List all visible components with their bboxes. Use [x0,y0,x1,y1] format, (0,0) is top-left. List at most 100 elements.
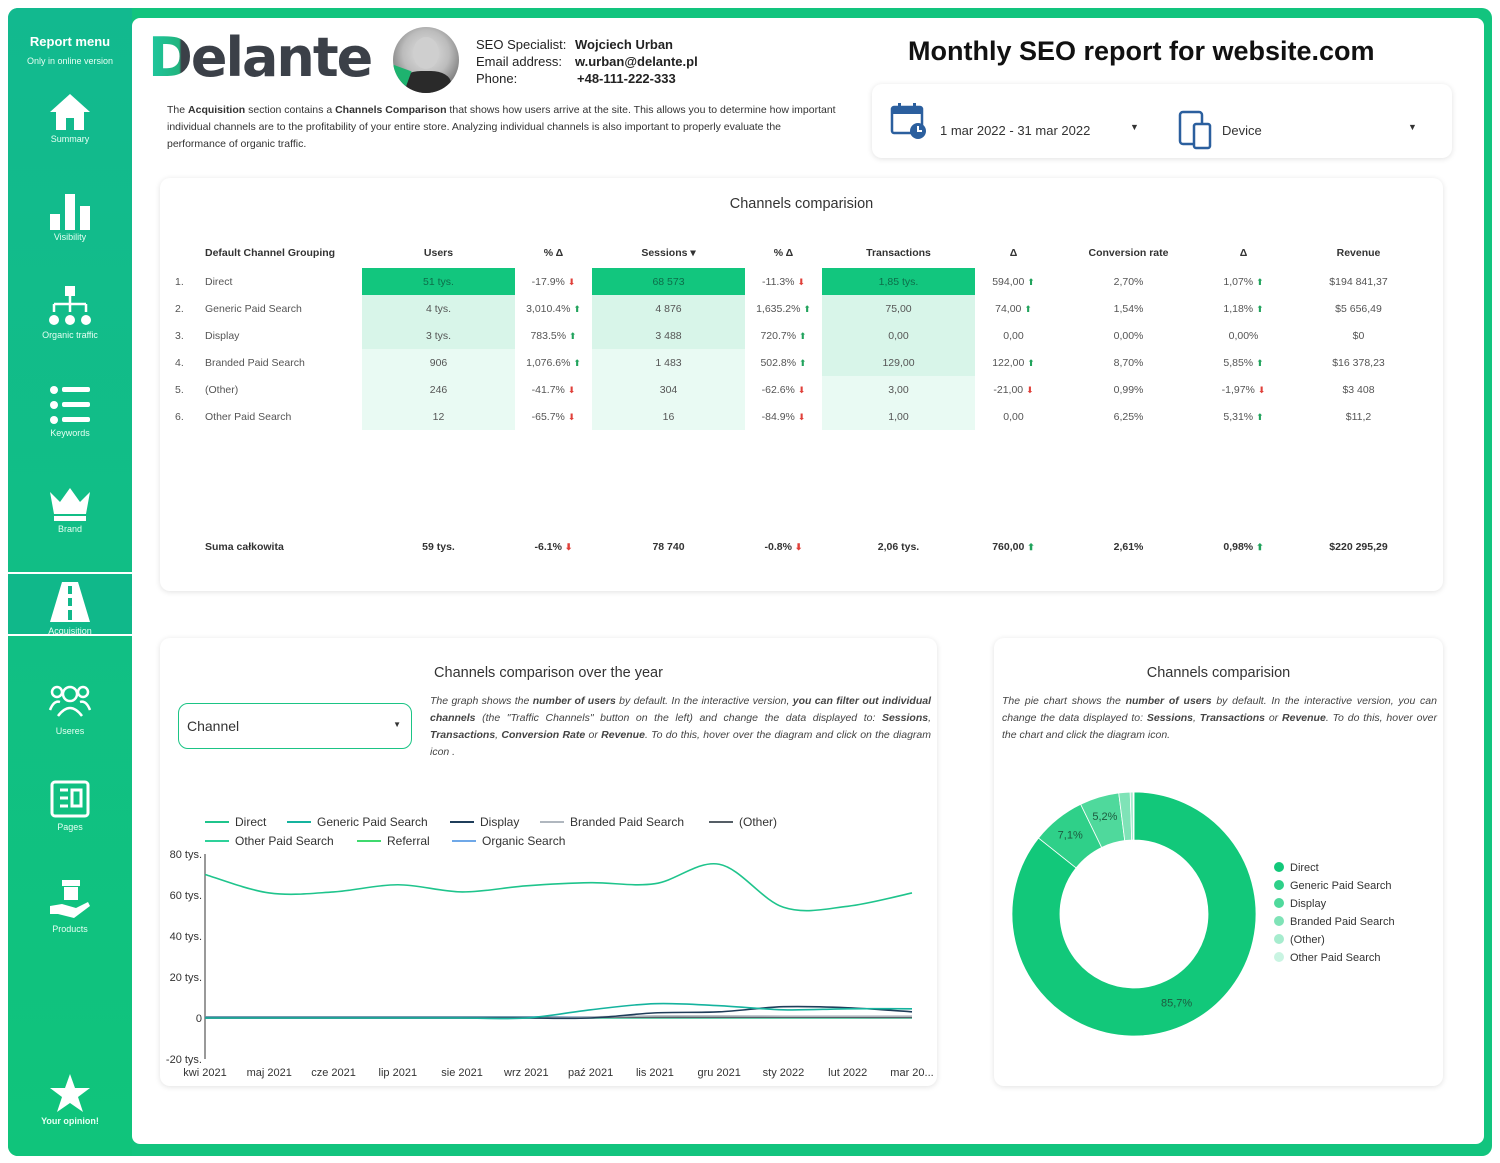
transactions-delta-cell: 0,00 [975,403,1052,430]
total-label: Suma całkowita [197,533,362,560]
conversion-delta-cell: 5,85% ⬆ [1205,349,1282,376]
sidebar-item-label: Summary [8,134,132,144]
legend-label[interactable]: Organic Search [482,834,565,848]
sidebar-item-your-opinion[interactable]: Your opinion! [8,1072,132,1126]
legend-dot [1274,952,1284,962]
users-cell: 906 [362,349,515,376]
col-header-transactions[interactable]: Transactions [822,238,975,268]
donut-chart[interactable]: 85,7% 7,1% 5,2% [1004,784,1264,1044]
sitemap-icon [48,284,92,328]
col-header-conversion-rate[interactable]: Conversion rate [1052,238,1205,268]
legend-label[interactable]: Direct [235,815,267,829]
transactions-delta-cell: 594,00 ⬆ [975,268,1052,295]
sidebar-item-visibility[interactable]: Visibility [8,192,132,242]
arrow-down-icon: ⬇ [798,412,806,422]
sidebar-item-users[interactable]: Useres [8,682,132,736]
donut-slice[interactable] [1133,792,1134,840]
conversion-delta-cell: 0,00% [1205,322,1282,349]
col-header-users-delta[interactable]: % Δ [515,238,592,268]
arrow-up-icon: ⬆ [1256,358,1264,368]
arrow-down-icon: ⬇ [568,277,576,287]
arrow-down-icon: ⬇ [798,385,806,395]
legend-label[interactable]: Generic Paid Search [317,815,428,829]
revenue-cell: $3 408 [1282,376,1435,403]
page-icon [48,780,92,820]
sidebar-item-label: Visibility [8,232,132,242]
device-select[interactable]: Device ▼ [1178,110,1428,150]
sidebar-item-pages[interactable]: Pages [8,780,132,832]
sessions-cell: 4 876 [592,295,745,322]
sidebar-item-brand[interactable]: Brand [8,486,132,534]
arrow-up-icon: ⬆ [799,358,807,368]
donut-legend-item[interactable]: Direct [1274,862,1319,874]
sidebar: Report menu Only in online version Summa… [8,8,132,1156]
sidebar-subtitle: Only in online version [8,56,132,66]
arrow-down-icon: ⬇ [797,277,805,287]
legend-label[interactable]: Display [480,815,519,829]
table-row[interactable]: 6. Other Paid Search 12 -65.7% ⬇ 16 -84.9% ⬇ 1… [167,403,1435,430]
sidebar-item-keywords[interactable]: Keywords [8,384,132,438]
legend-label[interactable]: Branded Paid Search [570,815,684,829]
sidebar-item-label: Pages [8,822,132,832]
col-header-revenue[interactable]: Revenue [1282,238,1435,268]
arrow-up-icon: ⬆ [573,304,581,314]
col-header-sessions[interactable]: Sessions ▾ [592,238,745,268]
table-total-row: Suma całkowita 59 tys. -6.1% ⬇ 78 740 -0… [167,533,1435,560]
channel-filter-value: Channel [187,718,239,734]
device-value: Device [1222,123,1262,138]
donut-legend-item[interactable]: Other Paid Search [1274,952,1381,964]
conversion-cell: 1,54% [1052,295,1205,322]
chevron-down-icon: ▼ [1130,122,1139,132]
x-tick-label: kwi 2021 [183,1067,226,1079]
table-row[interactable]: 4. Branded Paid Search 906 1,076.6% ⬆ 1 483 5… [167,349,1435,376]
legend-label[interactable]: Referral [387,834,430,848]
donut-legend-item[interactable]: Branded Paid Search [1274,916,1395,928]
date-range-picker[interactable]: 1 mar 2022 - 31 mar 2022 ▼ [890,102,1140,142]
row-number: 3. [167,322,197,349]
legend-label[interactable]: (Other) [739,815,777,829]
donut-legend-item[interactable]: Display [1274,898,1326,910]
series-line-direct[interactable] [205,864,912,911]
transactions-delta-cell: -21,00 ⬇ [975,376,1052,403]
calendar-icon [890,102,928,140]
donut-legend-item[interactable]: Generic Paid Search [1274,880,1392,892]
y-tick-label: -20 tys. [166,1054,202,1066]
email-value[interactable]: w.urban@delante.pl [575,54,698,69]
sidebar-item-summary[interactable]: Summary [8,92,132,144]
x-tick-label: wrz 2021 [503,1067,549,1079]
total-conversion: 2,61% [1052,533,1205,560]
specialist-value: Wojciech Urban [575,37,673,52]
road-icon [48,580,92,624]
legend-label: Generic Paid Search [1290,880,1392,892]
channel-name: Direct [197,268,362,295]
legend-dot [1274,880,1284,890]
table-row[interactable]: 1. Direct 51 tys. -17.9% ⬇ 68 573 -11.3% ⬇ 1,8… [167,268,1435,295]
users-cell: 51 tys. [362,268,515,295]
col-header-sessions-delta[interactable]: % Δ [745,238,822,268]
channel-filter-select[interactable]: Channel ▼ [178,703,412,749]
legend-label: Display [1290,898,1326,910]
sidebar-item-label: Useres [8,726,132,736]
legend-label[interactable]: Other Paid Search [235,834,334,848]
arrow-up-icon: ⬆ [569,331,577,341]
col-header-conversion-delta[interactable]: Δ [1205,238,1282,268]
x-tick-label: gru 2021 [697,1067,740,1079]
sidebar-item-products[interactable]: Products [8,878,132,934]
sidebar-item-acquisition[interactable]: Acquisition [8,580,132,636]
col-header-users[interactable]: Users [362,238,515,268]
x-tick-label: lut 2022 [828,1067,867,1079]
total-users-delta: -6.1% ⬇ [515,533,592,560]
sessions-delta-cell: 502.8% ⬆ [745,349,822,376]
col-header-transactions-delta[interactable]: Δ [975,238,1052,268]
donut-legend-item[interactable]: (Other) [1274,934,1325,946]
line-chart[interactable]: Direct Generic Paid Search Display Branded … [160,790,937,1090]
donut-slice-label: 5,2% [1092,811,1117,823]
line-chart-title: Channels comparison over the year [160,665,937,681]
table-row[interactable]: 2. Generic Paid Search 4 tys. 3,010.4% ⬆ 4 8… [167,295,1435,322]
col-header-channel[interactable]: Default Channel Grouping [197,238,362,268]
table-row[interactable]: 5. (Other) 246 -41.7% ⬇ 304 -62.6% ⬇ 3,00 -21,0… [167,376,1435,403]
total-sessions-delta: -0.8% ⬇ [745,533,822,560]
table-row[interactable]: 3. Display 3 tys. 783.5% ⬆ 3 488 720.7% ⬆ 0,00… [167,322,1435,349]
sidebar-item-organic-traffic[interactable]: Organic traffic [8,284,132,340]
arrow-up-icon: ⬆ [1256,542,1264,552]
